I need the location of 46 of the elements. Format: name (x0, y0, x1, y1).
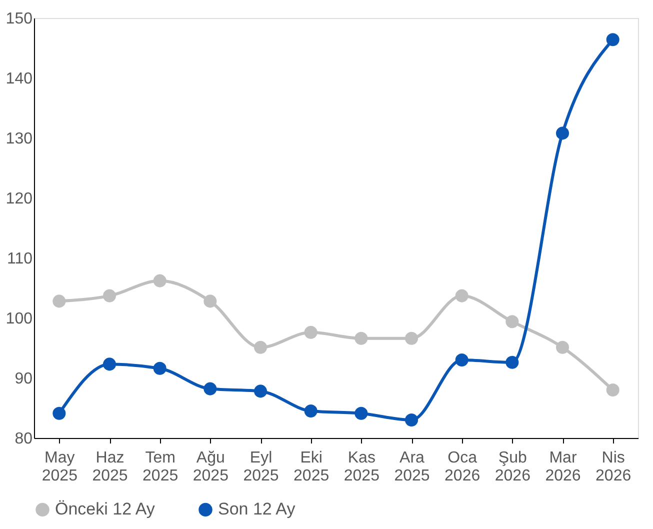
point (506, 356, 519, 369)
x-tick-label: Ağu 2025 (192, 450, 229, 484)
x-tick-label: Haz 2025 (92, 450, 128, 484)
point (52, 406, 66, 420)
x-tick-label: Tem 2025 (142, 450, 178, 484)
point (404, 413, 418, 427)
y-tick-label: 80 (14, 430, 33, 448)
legend-label: Önceki 12 Ay (55, 500, 156, 519)
point (354, 332, 368, 345)
point (304, 404, 318, 418)
point (102, 358, 116, 371)
y-tick-label: 120 (6, 190, 33, 208)
point (556, 126, 570, 140)
x-tick-label: Ara 2025 (394, 450, 430, 484)
x-tick-label: Eyl 2025 (243, 450, 279, 484)
point (153, 274, 166, 288)
point (204, 294, 217, 308)
point (404, 332, 418, 345)
point (204, 382, 217, 396)
y-tick-label: 100 (6, 310, 33, 328)
point (556, 340, 570, 354)
y-tick-label: 90 (14, 370, 33, 388)
y-tick-label: 110 (6, 250, 33, 268)
point (606, 383, 620, 397)
point (606, 33, 620, 46)
x-tick-label: Nis 2026 (596, 450, 632, 484)
point (52, 294, 66, 308)
y-tick-label: 140 (6, 70, 33, 88)
point (455, 353, 468, 367)
point (102, 289, 116, 302)
legend-label: Son 12 Ay (218, 500, 296, 519)
x-tick-label: Kas 2025 (344, 450, 380, 484)
y-tick-label: 130 (6, 130, 33, 148)
x-tick-label: May 2025 (42, 450, 78, 484)
point (506, 315, 519, 328)
point (254, 384, 268, 398)
y-tick-label: 150 (6, 10, 33, 28)
point (354, 406, 368, 420)
point (304, 326, 318, 339)
point (153, 362, 166, 375)
x-tick-label: Şub 2026 (494, 450, 531, 484)
point (455, 289, 468, 302)
x-tick-label: Eki 2025 (294, 450, 330, 484)
x-tick-label: Oca 2026 (444, 450, 480, 484)
point (254, 340, 268, 354)
x-tick-label: Mar 2026 (545, 450, 581, 484)
